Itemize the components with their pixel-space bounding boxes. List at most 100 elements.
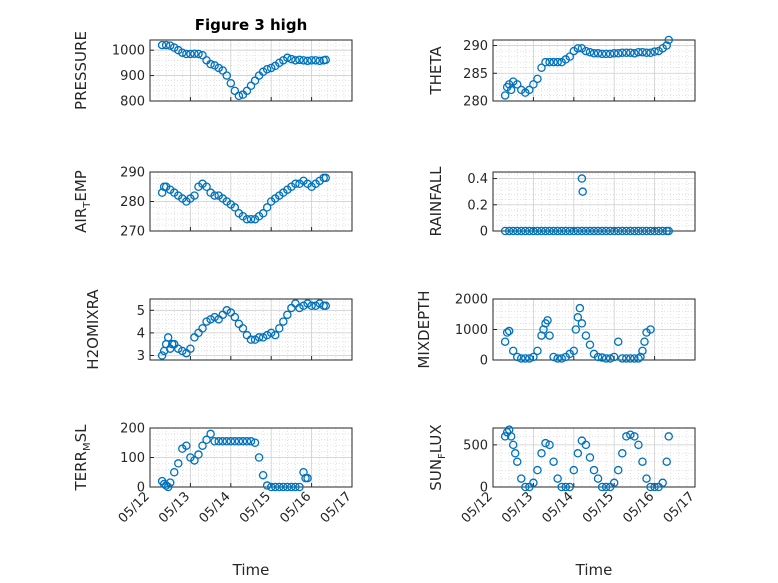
data-point xyxy=(634,440,643,450)
data-point xyxy=(190,456,199,465)
data-point xyxy=(557,354,566,363)
y-axis-label: H2OMIXRA xyxy=(84,289,102,370)
data-point xyxy=(638,346,647,356)
data-point xyxy=(646,48,655,58)
data-point xyxy=(593,352,603,362)
data-point xyxy=(295,55,304,65)
data-point xyxy=(307,56,316,65)
data-point xyxy=(549,352,558,362)
data-point xyxy=(613,226,623,236)
data-point xyxy=(581,226,591,236)
data-point xyxy=(230,312,240,322)
x-tick-label: 05/16 xyxy=(620,489,657,526)
data-point xyxy=(250,76,260,85)
subplot-theta: 280 285 290 THETA xyxy=(427,35,696,110)
y-tick-label: 290 xyxy=(120,166,145,181)
y-tick-label: 0 xyxy=(137,481,145,496)
data-point xyxy=(650,47,659,56)
data-point xyxy=(664,226,673,236)
y-tick-label: 0.4 xyxy=(467,172,488,187)
data-point xyxy=(543,316,552,325)
data-point xyxy=(593,474,603,483)
data-point xyxy=(601,482,611,492)
y-tick-label: 100 xyxy=(120,451,145,466)
data-point xyxy=(630,432,639,441)
data-point xyxy=(533,226,542,236)
data-point xyxy=(630,49,639,58)
data-point xyxy=(601,226,611,236)
subplot-air_temp: 270 280 290 AIRTEMP xyxy=(72,166,353,240)
data-point xyxy=(581,46,591,56)
data-point xyxy=(242,214,252,224)
axes-frame xyxy=(149,427,353,488)
data-point xyxy=(609,49,619,58)
data-point xyxy=(569,226,579,236)
y-tick-label: 3 xyxy=(137,349,145,364)
y-tick-label: 280 xyxy=(463,95,488,110)
data-point xyxy=(626,48,635,58)
data-point xyxy=(561,226,570,236)
data-point xyxy=(291,482,300,492)
data-point xyxy=(174,344,183,353)
data-point xyxy=(662,41,671,50)
data-point xyxy=(287,482,296,492)
data-point xyxy=(541,226,550,236)
data-point xyxy=(585,47,595,57)
data-point xyxy=(605,49,615,59)
x-tick-label: 05/16 xyxy=(277,489,314,526)
y-tick-label: 280 xyxy=(120,195,145,210)
data-point xyxy=(622,354,631,363)
data-point xyxy=(198,441,207,450)
data-point xyxy=(178,48,187,57)
data-point xyxy=(597,353,607,362)
data-point xyxy=(521,226,530,236)
data-point xyxy=(283,482,292,492)
data-point xyxy=(565,52,575,61)
data-point xyxy=(266,328,276,338)
data-point xyxy=(549,226,558,236)
data-point xyxy=(638,47,647,57)
data-point xyxy=(658,478,667,488)
data-point xyxy=(537,226,546,236)
data-point xyxy=(307,301,316,311)
data-point xyxy=(508,226,518,236)
data-point xyxy=(266,482,276,492)
data-point xyxy=(270,330,280,340)
data-point xyxy=(593,226,603,236)
data-point xyxy=(601,354,611,363)
data-point xyxy=(549,57,558,67)
data-point xyxy=(589,226,599,236)
data-point xyxy=(165,41,175,50)
data-point xyxy=(210,312,219,322)
data-point xyxy=(577,226,587,236)
data-point xyxy=(545,331,554,340)
data-point xyxy=(250,335,260,344)
data-point xyxy=(529,478,538,488)
data-point xyxy=(283,310,292,320)
data-point xyxy=(182,441,191,450)
data-point xyxy=(262,64,272,74)
data-point xyxy=(557,482,566,492)
data-point xyxy=(262,330,272,340)
data-point xyxy=(646,226,655,236)
data-point xyxy=(512,352,522,362)
data-point xyxy=(573,226,583,236)
data-point xyxy=(545,440,554,450)
plot-area xyxy=(150,299,352,360)
data-point xyxy=(194,450,203,459)
y-tick-label: 0 xyxy=(480,225,488,240)
data-point xyxy=(622,48,631,58)
y-tick-label: 1000 xyxy=(455,323,488,338)
data-point xyxy=(626,430,635,439)
y-tick-label: 900 xyxy=(120,69,145,84)
y-tick-label: 270 xyxy=(120,225,145,240)
data-point xyxy=(206,315,215,324)
x-axis-label-right: Time xyxy=(575,561,613,579)
data-point xyxy=(577,319,587,328)
y-axis-label: TERRMSL xyxy=(72,424,93,492)
data-point xyxy=(525,226,534,236)
data-point xyxy=(190,49,199,58)
data-point xyxy=(549,457,558,466)
data-point xyxy=(230,86,240,96)
plot-area xyxy=(493,172,695,231)
